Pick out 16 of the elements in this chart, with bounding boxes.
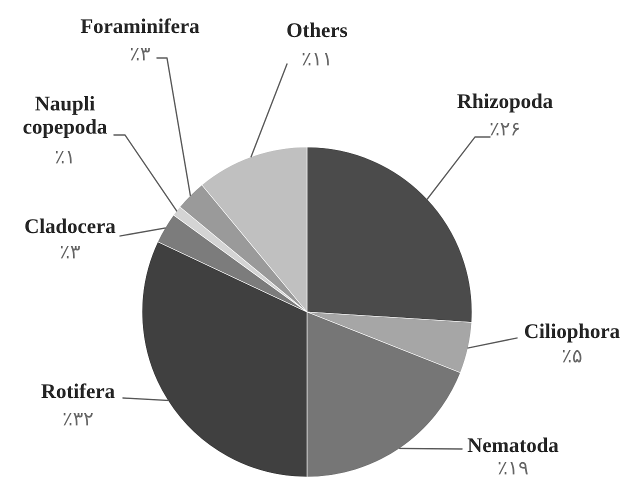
slice-label: Naupli copepoda [23,96,107,138]
slice-label: Cladocera [25,218,116,234]
data-label: ٪۳۲ [64,413,93,426]
data-label: ٪۳ [130,48,150,60]
data-label: ٪۳ [60,246,80,258]
data-label: ٪۱ [56,151,72,164]
slice-label: Rotifera [41,383,115,398]
data-label: ٪۲۶ [490,122,519,136]
data-label: ٪۵ [562,350,582,362]
data-label: ٪۱۹ [498,462,528,474]
slice-label: Rhizopoda [457,94,553,112]
data-label: ٪۱۱ [302,53,329,66]
slice-label: Others [287,22,348,38]
slice-label: Ciliophora [524,324,620,342]
slice-label: Foraminifera [80,18,200,34]
slice-label: Nematoda [468,438,558,452]
